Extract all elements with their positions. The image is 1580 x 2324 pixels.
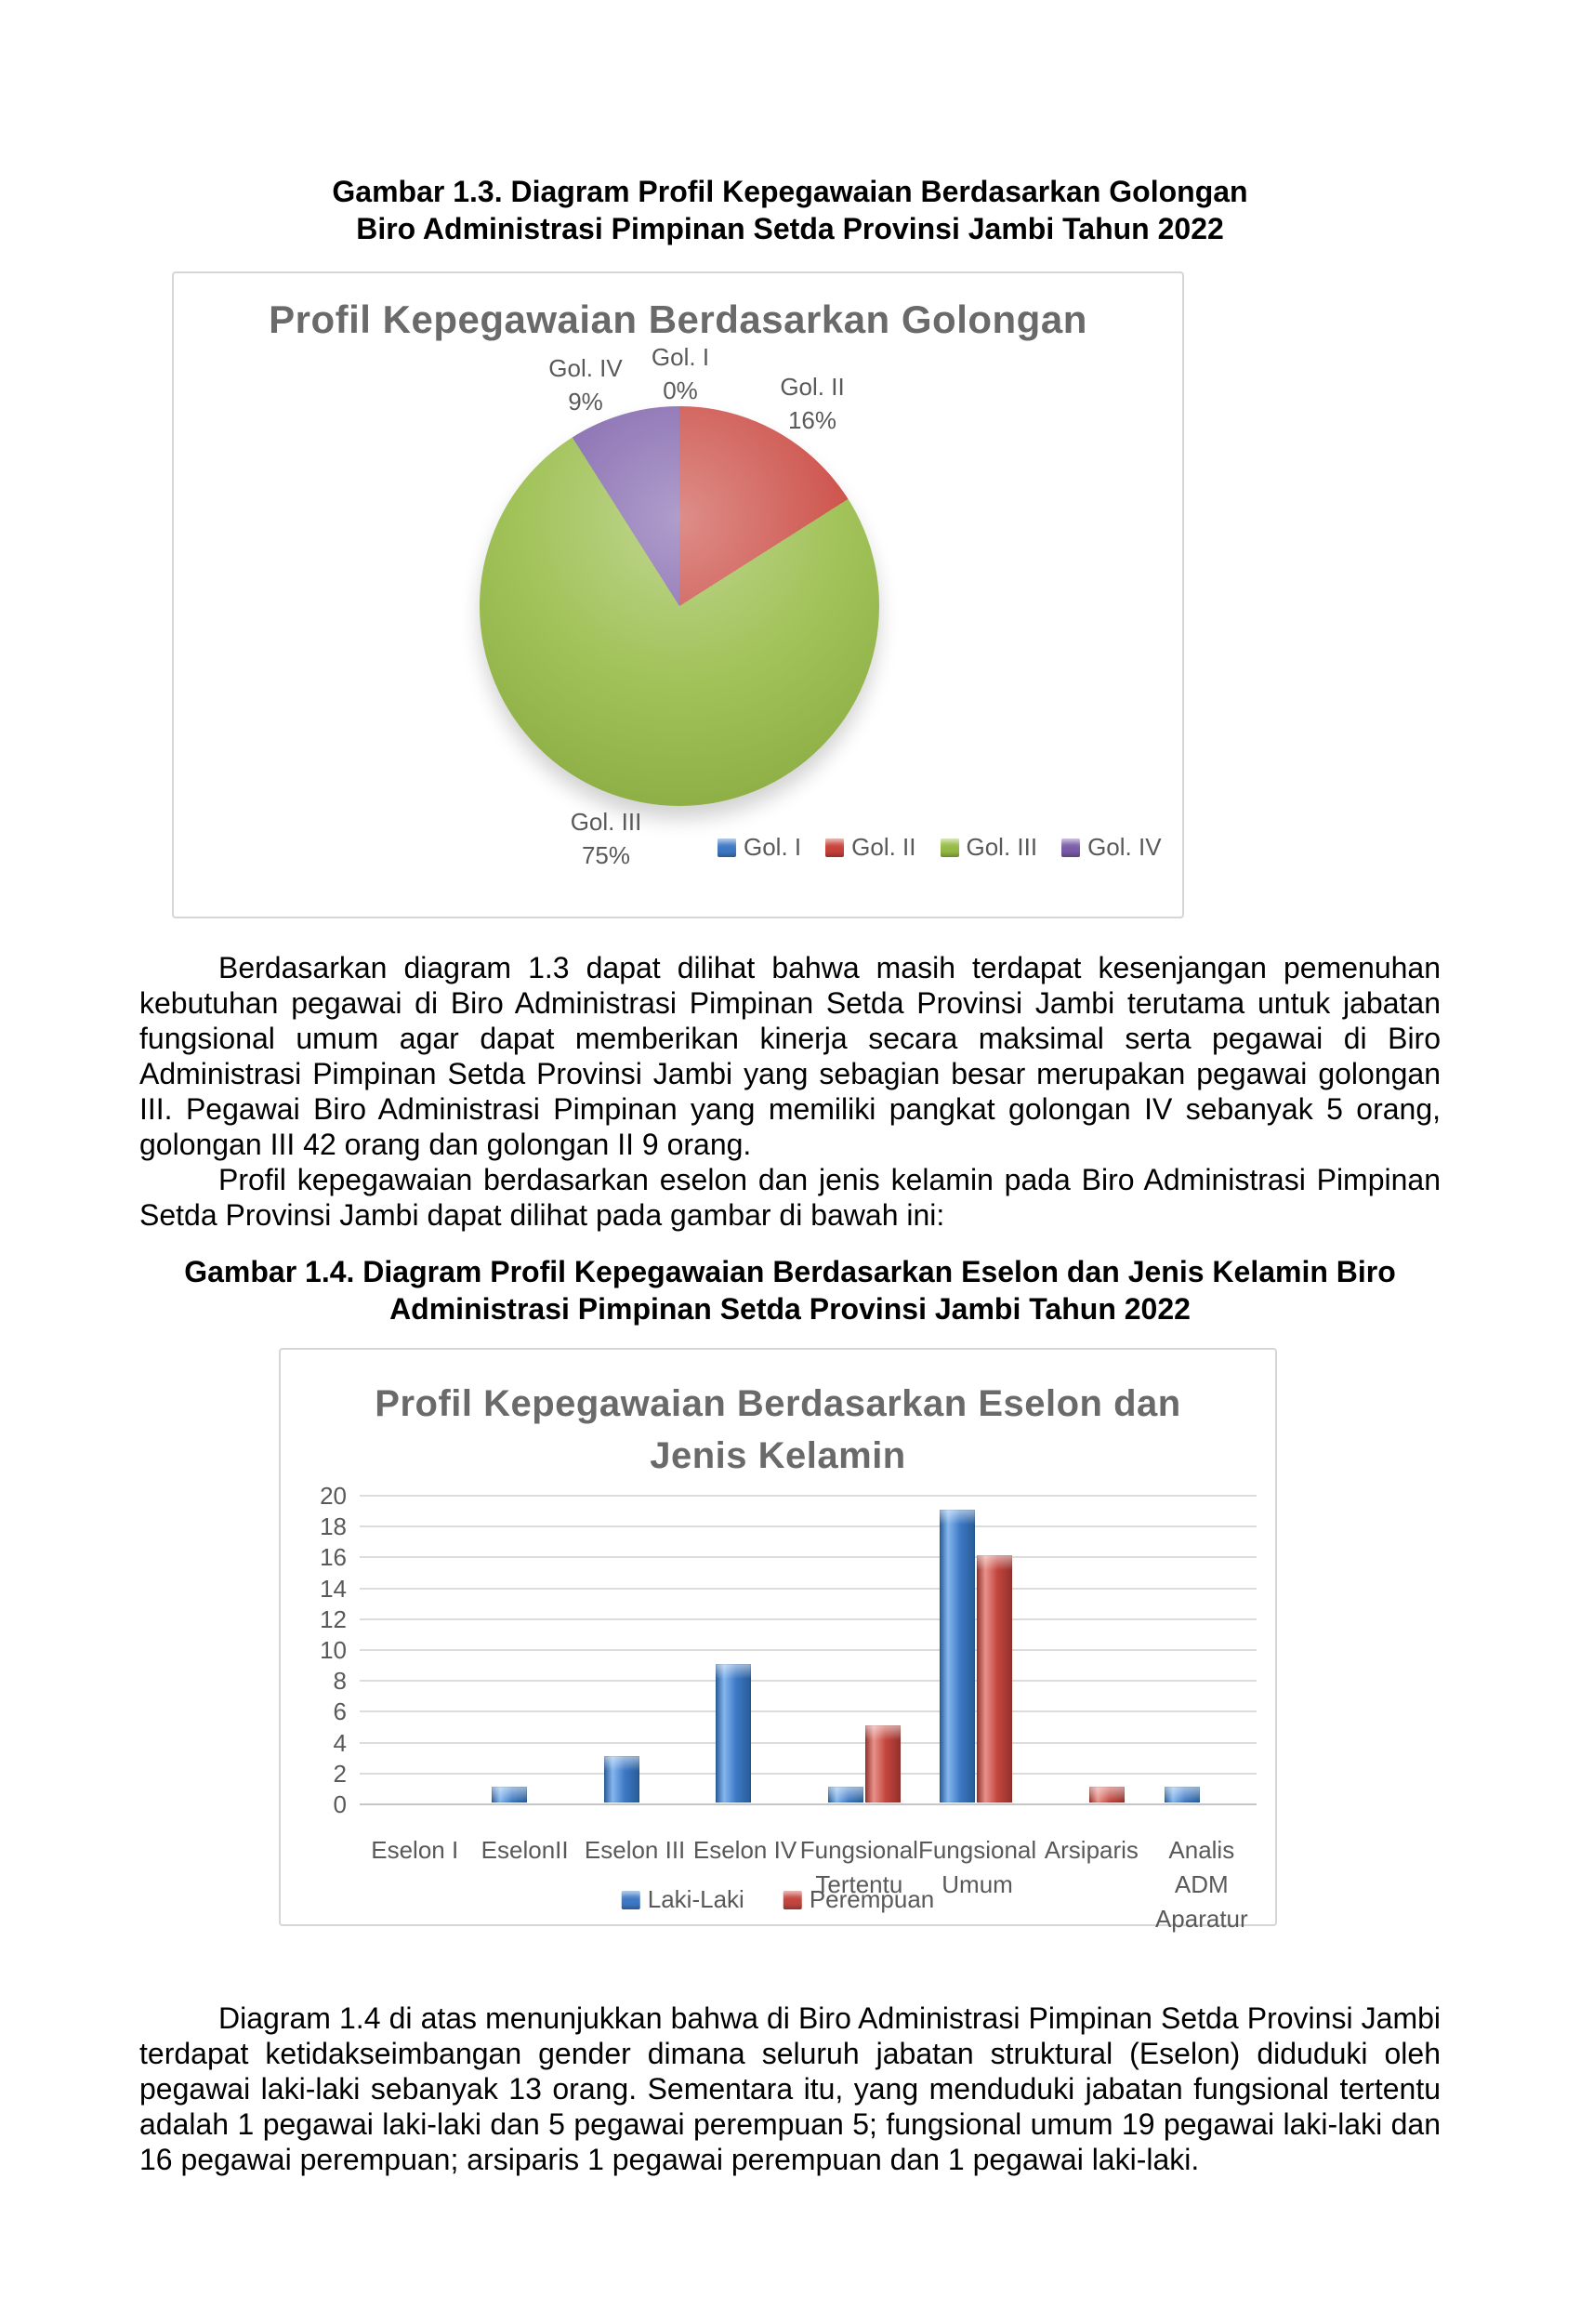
y-axis-label-18: 18 bbox=[320, 1512, 347, 1541]
pie-label-gol-iv: Gol. IV 9% bbox=[548, 351, 622, 418]
bar-legend-item-perempuan: Perempuan bbox=[783, 1885, 934, 1914]
pie-label-gol-i-name: Gol. I bbox=[651, 343, 710, 371]
body-text-block-2: Diagram 1.4 di atas menunjukkan bahwa di… bbox=[139, 2000, 1441, 2177]
pie-label-gol-iv-pct: 9% bbox=[568, 388, 603, 416]
y-axis-label-14: 14 bbox=[320, 1574, 347, 1603]
legend-swatch-gol-ii bbox=[825, 838, 845, 857]
x-axis-label-analis-adm-aparatur: Analis ADM Aparatur bbox=[1154, 1836, 1248, 1933]
figure-1-3-caption-line-1: Gambar 1.3. Diagram Profil Kepegawaian B… bbox=[332, 175, 1248, 208]
y-axis-label-4: 4 bbox=[333, 1728, 347, 1757]
pie-label-gol-iii-name: Gol. III bbox=[570, 808, 642, 836]
bar-laki-laki-fungsional-tertentu bbox=[827, 1787, 863, 1802]
pie-label-gol-iii-pct: 75% bbox=[581, 841, 631, 869]
pie-label-gol-iii: Gol. III 75% bbox=[571, 805, 642, 872]
body-text-block-1: Berdasarkan diagram 1.3 dapat dilihat ba… bbox=[139, 950, 1441, 1233]
x-axis-label-arsiparis: Arsiparis bbox=[1044, 1836, 1139, 1864]
gridline-2 bbox=[360, 1772, 1257, 1775]
x-axis-label-fungsional-tertentu: Fungsional Tertentu bbox=[799, 1836, 918, 1898]
bar-plot-area: 0 2 4 6 8 10 12 14 16 18 20 bbox=[320, 1484, 1257, 1816]
pie-chart-title: Profil Kepegawaian Berdasarkan Golongan bbox=[269, 297, 1087, 341]
pie-label-gol-iv-name: Gol. IV bbox=[548, 354, 623, 382]
pie-legend-label-gol-iv: Gol. IV bbox=[1087, 833, 1162, 861]
pie-chart-golongan: Profil Kepegawaian Berdasarkan Golongan … bbox=[172, 271, 1184, 918]
bar-perempuan-fungsional-umum bbox=[977, 1555, 1013, 1802]
gridline-4 bbox=[360, 1741, 1257, 1744]
legend-swatch-gol-iii bbox=[940, 838, 959, 857]
y-axis-label-6: 6 bbox=[333, 1697, 347, 1726]
pie-legend-item-gol-iii: Gol. III bbox=[940, 833, 1038, 862]
bar-chart-title-line-1: Profil Kepegawaian Berdasarkan Eselon da… bbox=[375, 1383, 1181, 1424]
pie-graphic bbox=[480, 406, 879, 806]
gridline-6 bbox=[360, 1710, 1257, 1713]
bar-legend-item-laki-laki: Laki-Laki bbox=[621, 1885, 744, 1914]
paragraph-1: Berdasarkan diagram 1.3 dapat dilihat ba… bbox=[139, 951, 1441, 1161]
y-axis-label-16: 16 bbox=[320, 1543, 347, 1572]
x-axis-label-fungsional-umum: Fungsional Umum bbox=[917, 1836, 1037, 1898]
pie-legend-label-gol-i: Gol. I bbox=[744, 833, 802, 861]
pie-legend-label-gol-iii: Gol. III bbox=[966, 833, 1038, 861]
gridline-12 bbox=[360, 1618, 1257, 1620]
legend-swatch-gol-i bbox=[718, 838, 736, 857]
x-axis-label-eselonii: EselonII bbox=[481, 1836, 569, 1864]
paragraph-3: Diagram 1.4 di atas menunjukkan bahwa di… bbox=[139, 2001, 1441, 2176]
bar-chart-title-line-2: Jenis Kelamin bbox=[650, 1435, 906, 1476]
bar-legend-label-perempuan: Perempuan bbox=[809, 1885, 935, 1913]
bar-chart-title: Profil Kepegawaian Berdasarkan Eselon da… bbox=[281, 1378, 1275, 1482]
gridline-20 bbox=[360, 1495, 1257, 1497]
bar-legend-label-laki-laki: Laki-Laki bbox=[647, 1885, 744, 1913]
legend-swatch-gol-iv bbox=[1061, 838, 1081, 857]
x-axis-label-eselon-iii: Eselon III bbox=[584, 1836, 686, 1864]
figure-1-3-caption-line-2: Biro Administrasi Pimpinan Setda Provins… bbox=[356, 212, 1224, 245]
y-axis-label-12: 12 bbox=[320, 1604, 347, 1633]
bar-perempuan-arsiparis bbox=[1089, 1787, 1126, 1802]
y-axis-label-10: 10 bbox=[320, 1636, 347, 1664]
gridline-14 bbox=[360, 1587, 1257, 1590]
bar-laki-laki-eselon-iii bbox=[603, 1756, 639, 1802]
pie-label-gol-ii-pct: 16% bbox=[787, 406, 837, 434]
pie-label-gol-ii: Gol. II 16% bbox=[780, 370, 844, 437]
figure-1-4-caption: Gambar 1.4. Diagram Profil Kepegawaian B… bbox=[139, 1253, 1441, 1327]
pie-label-gol-ii-name: Gol. II bbox=[780, 373, 845, 401]
y-axis-label-0: 0 bbox=[333, 1790, 347, 1818]
paragraph-2: Profil kepegawaian berdasarkan eselon da… bbox=[139, 1163, 1441, 1232]
bar-legend: Laki-Laki Perempuan bbox=[621, 1885, 934, 1914]
figure-1-3-caption: Gambar 1.3. Diagram Profil Kepegawaian B… bbox=[139, 173, 1441, 247]
x-axis-label-eselon-i: Eselon I bbox=[371, 1836, 459, 1864]
bar-perempuan-fungsional-tertentu bbox=[864, 1725, 901, 1802]
gridline-8 bbox=[360, 1680, 1257, 1683]
pie-legend: Gol. I Gol. II Gol. III Gol. IV bbox=[718, 833, 1162, 862]
pie-legend-item-gol-ii: Gol. II bbox=[825, 833, 916, 862]
y-axis-label-2: 2 bbox=[333, 1759, 347, 1788]
x-axis-label-eselon-iv: Eselon IV bbox=[692, 1836, 797, 1864]
gridline-10 bbox=[360, 1649, 1257, 1651]
y-axis-label-20: 20 bbox=[320, 1482, 347, 1510]
gridline-18 bbox=[360, 1525, 1257, 1528]
figure-1-4-caption-line-2: Administrasi Pimpinan Setda Provinsi Jam… bbox=[389, 1292, 1191, 1326]
bar-laki-laki-eselonii bbox=[491, 1787, 527, 1802]
pie-legend-item-gol-iv: Gol. IV bbox=[1061, 833, 1162, 862]
gridline-0 bbox=[360, 1803, 1257, 1805]
pie-label-gol-i-pct: 0% bbox=[663, 376, 698, 404]
bar-laki-laki-eselon-iv bbox=[716, 1663, 752, 1802]
legend-swatch-perempuan bbox=[783, 1890, 802, 1909]
gridline-16 bbox=[360, 1556, 1257, 1559]
pie-legend-label-gol-ii: Gol. II bbox=[851, 833, 916, 861]
pie-gloss-highlight bbox=[480, 406, 879, 806]
y-axis-label-8: 8 bbox=[333, 1667, 347, 1696]
bar-laki-laki-analis-adm-aparatur bbox=[1164, 1787, 1200, 1802]
legend-swatch-laki-laki bbox=[621, 1890, 640, 1909]
bar-chart-eselon-jenis-kelamin: Profil Kepegawaian Berdasarkan Eselon da… bbox=[279, 1348, 1277, 1933]
bar-laki-laki-fungsional-umum bbox=[940, 1509, 976, 1802]
bar-category-axis: Eselon I EselonII Eselon III Eselon IV Fungs… bbox=[360, 1833, 1257, 1936]
pie-label-gol-i: Gol. I 0% bbox=[652, 340, 709, 407]
figure-1-4-caption-line-1: Gambar 1.4. Diagram Profil Kepegawaian B… bbox=[184, 1255, 1396, 1288]
pie-legend-item-gol-i: Gol. I bbox=[718, 833, 801, 862]
